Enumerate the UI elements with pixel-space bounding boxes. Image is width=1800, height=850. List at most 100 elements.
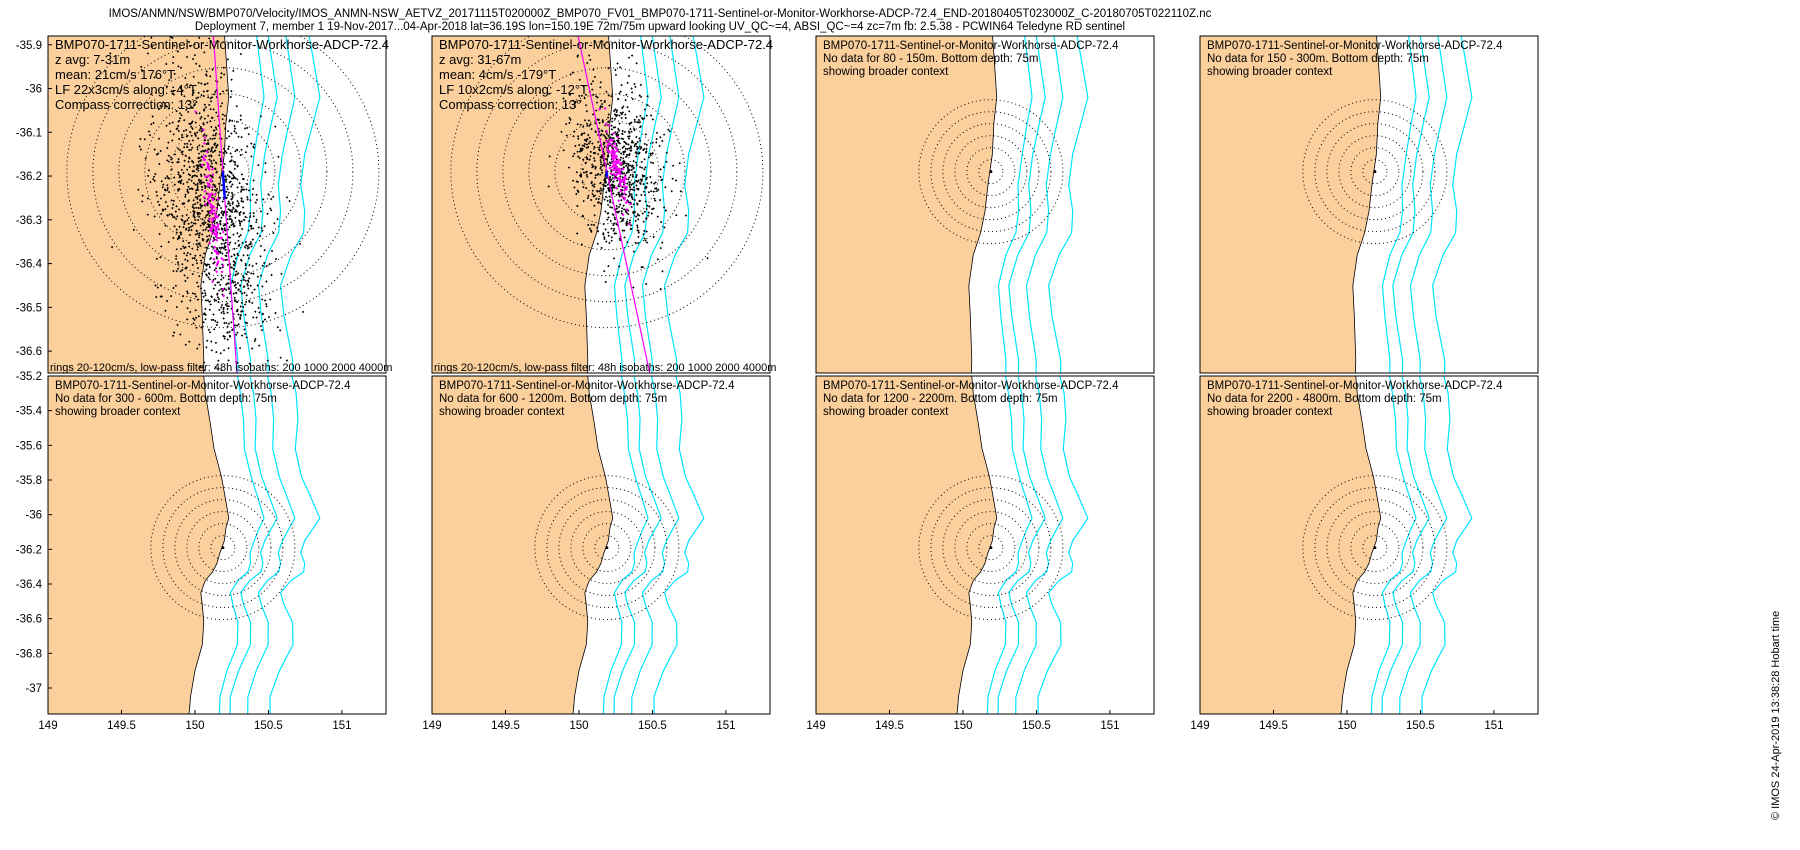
- lowpass-points: [598, 106, 632, 226]
- panel-info-line: No data for 2200 - 4800m. Bottom depth: …: [1207, 393, 1442, 405]
- velocity-ring: [580, 145, 634, 199]
- panel-info-line: showing broader context: [439, 406, 565, 418]
- velocity-ring: [918, 99, 1064, 245]
- velocity-ring: [546, 487, 668, 609]
- x-tick-label: 149: [1190, 720, 1209, 732]
- panel-text-block: BMP070-1711-Sentinel-or-Monitor-Workhors…: [1207, 380, 1503, 418]
- velocity-ring: [1314, 111, 1436, 233]
- panel-frame: [815, 35, 1155, 374]
- panel-frame: [1199, 375, 1539, 715]
- velocity-ring: [594, 535, 620, 561]
- header-line-1: IMOS/ANMN/NSW/BMP070/Velocity/IMOS_ANMN-…: [108, 8, 1212, 20]
- y-tick-label: -36: [25, 84, 42, 96]
- x-tick-label: 150.5: [1022, 720, 1051, 732]
- panel-title: BMP070-1711-Sentinel-or-Monitor-Workhors…: [439, 37, 773, 52]
- velocity-ring: [196, 145, 250, 199]
- velocity-ring: [1362, 535, 1388, 561]
- y-tick-label: -35.9: [16, 40, 42, 52]
- panel-text-block: BMP070-1711-Sentinel-or-Monitor-Workhors…: [823, 40, 1119, 78]
- isobath-line: [641, 36, 680, 373]
- velocity-ring: [66, 36, 380, 329]
- velocity-ring: [174, 499, 272, 597]
- x-tick-label: 150: [953, 720, 972, 732]
- velocity-ring: [942, 499, 1040, 597]
- y-tick-label: -35.6: [16, 440, 42, 452]
- velocity-ring: [966, 147, 1016, 197]
- y-tick-label: -36.2: [16, 544, 42, 556]
- panel-info-line: No data for 600 - 1200m. Bottom depth: 7…: [439, 393, 667, 405]
- x-tick-label: 149.5: [1259, 720, 1288, 732]
- mooring-marker: [1373, 546, 1377, 550]
- panel-info-line: LF 10x2cm/s along: -12°T: [439, 82, 588, 97]
- x-tick-label: 149.5: [875, 720, 904, 732]
- panel-1: BMP070-1711-Sentinel-or-Monitor-Workhors…: [16, 35, 392, 374]
- velocity-ring: [92, 41, 354, 303]
- panel-title: BMP070-1711-Sentinel-or-Monitor-Workhors…: [823, 40, 1119, 52]
- x-tick-label: 151: [332, 720, 351, 732]
- velocity-ring: [1314, 487, 1436, 609]
- panel-frame: [47, 35, 387, 374]
- panel-info-line: showing broader context: [823, 406, 949, 418]
- panel-frame: [47, 375, 387, 715]
- panel-info-line: z avg: 7-31m: [55, 52, 130, 67]
- velocity-ring: [1362, 159, 1388, 185]
- panel-info-line: z avg: 31-67m: [439, 52, 521, 67]
- velocity-ring: [570, 511, 644, 585]
- x-tick-label: 150.5: [638, 720, 667, 732]
- panel-info-line: No data for 150 - 300m. Bottom depth: 75…: [1207, 53, 1429, 65]
- isobath-line: [997, 36, 1033, 373]
- velocity-scatter-points: [109, 36, 305, 372]
- isobath-line: [240, 36, 278, 373]
- land-polygon: [816, 376, 998, 714]
- y-tick-label: -35.2: [16, 371, 42, 383]
- panel-4: BMP070-1711-Sentinel-or-Monitor-Workhors…: [1199, 35, 1539, 374]
- panel-info-line: mean: 21cm/s 176°T: [55, 67, 175, 82]
- isobath-line: [624, 36, 662, 373]
- isobath-line: [218, 376, 265, 714]
- panel-plot-area: [1200, 376, 1538, 714]
- panel-plot-area: [816, 36, 1154, 373]
- velocity-ring: [198, 523, 248, 573]
- velocity-ring: [210, 535, 236, 561]
- x-tick-label: 150: [1337, 720, 1356, 732]
- panel-title: BMP070-1711-Sentinel-or-Monitor-Workhors…: [55, 380, 351, 392]
- isobath-line: [1025, 36, 1064, 373]
- panel-frame: [431, 35, 771, 374]
- panel-plot-area: [48, 36, 386, 373]
- panel-5: BMP070-1711-Sentinel-or-Monitor-Workhors…: [16, 371, 387, 732]
- mooring-marker: [1373, 170, 1377, 174]
- velocity-ring: [954, 135, 1028, 209]
- velocity-ring: [162, 487, 284, 609]
- velocity-ring: [930, 111, 1052, 233]
- panel-footer: rings 20-120cm/s, low-pass filter: 48h i…: [434, 362, 776, 374]
- mooring-marker: [605, 546, 609, 550]
- isobath-line: [229, 376, 278, 714]
- velocity-ring: [1302, 99, 1448, 245]
- velocity-ring: [476, 41, 738, 303]
- x-tick-label: 149: [806, 720, 825, 732]
- y-tick-label: -36.4: [16, 259, 43, 271]
- velocity-ring: [942, 123, 1040, 221]
- panel-plot-area: [48, 376, 386, 714]
- panel-info-line: mean: 4cm/s -179°T: [439, 67, 556, 82]
- mooring-marker: [221, 546, 225, 550]
- velocity-ring: [186, 511, 260, 585]
- panel-plot-area: [432, 36, 770, 373]
- velocity-ring: [954, 511, 1028, 585]
- credit-text: © IMOS 24-Apr-2019 13:38:28 Hobart time: [1770, 610, 1782, 820]
- velocity-ring: [558, 499, 656, 597]
- land-polygon: [432, 36, 614, 373]
- y-tick-label: -36.8: [16, 648, 42, 660]
- panel-info-line: No data for 1200 - 2200m. Bottom depth: …: [823, 393, 1058, 405]
- land-polygon: [48, 376, 230, 714]
- x-tick-label: 149: [422, 720, 441, 732]
- velocity-ring: [554, 119, 660, 225]
- panel-title: BMP070-1711-Sentinel-or-Monitor-Workhors…: [1207, 40, 1503, 52]
- lowpass-axis-line: [577, 36, 651, 373]
- isobath-line: [1381, 36, 1417, 373]
- panel-6: BMP070-1711-Sentinel-or-Monitor-Workhors…: [422, 375, 771, 732]
- x-tick-label: 151: [716, 720, 735, 732]
- panel-frame: [815, 375, 1155, 715]
- figure-header: IMOS/ANMN/NSW/BMP070/Velocity/IMOS_ANMN-…: [0, 8, 1320, 34]
- x-tick-label: 150.5: [254, 720, 283, 732]
